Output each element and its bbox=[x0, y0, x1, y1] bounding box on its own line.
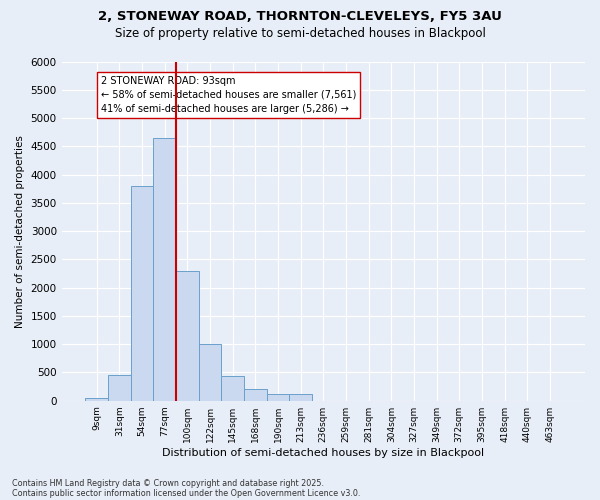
Text: Size of property relative to semi-detached houses in Blackpool: Size of property relative to semi-detach… bbox=[115, 28, 485, 40]
Bar bbox=[244, 390, 266, 400]
Y-axis label: Number of semi-detached properties: Number of semi-detached properties bbox=[15, 134, 25, 328]
Bar bbox=[108, 374, 131, 400]
Bar bbox=[85, 398, 108, 400]
Bar bbox=[199, 344, 221, 401]
Bar bbox=[176, 270, 199, 400]
Bar bbox=[154, 138, 176, 400]
Text: 2 STONEWAY ROAD: 93sqm
← 58% of semi-detached houses are smaller (7,561)
41% of : 2 STONEWAY ROAD: 93sqm ← 58% of semi-det… bbox=[101, 76, 356, 114]
X-axis label: Distribution of semi-detached houses by size in Blackpool: Distribution of semi-detached houses by … bbox=[162, 448, 484, 458]
Bar bbox=[289, 394, 312, 400]
Bar bbox=[266, 394, 289, 400]
Text: 2, STONEWAY ROAD, THORNTON-CLEVELEYS, FY5 3AU: 2, STONEWAY ROAD, THORNTON-CLEVELEYS, FY… bbox=[98, 10, 502, 23]
Bar bbox=[221, 376, 244, 400]
Text: Contains HM Land Registry data © Crown copyright and database right 2025.: Contains HM Land Registry data © Crown c… bbox=[12, 478, 324, 488]
Bar bbox=[131, 186, 154, 400]
Text: Contains public sector information licensed under the Open Government Licence v3: Contains public sector information licen… bbox=[12, 488, 361, 498]
